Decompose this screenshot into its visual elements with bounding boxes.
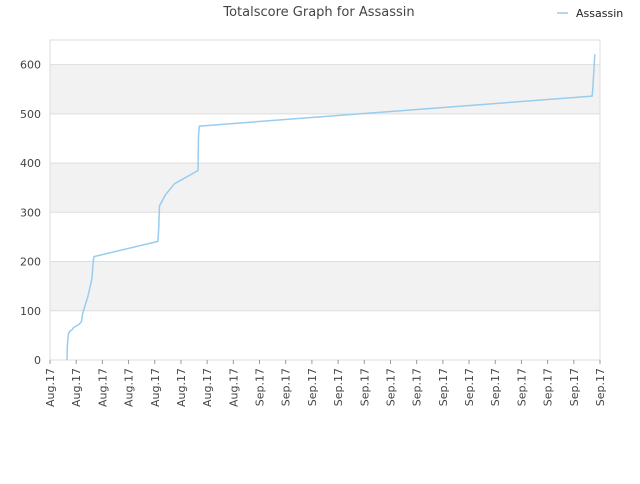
y-tick-label: 500 [20,108,41,121]
x-tick-label: Aug.17 [70,368,83,407]
data-point [203,125,206,127]
x-tick-label: Sep.17 [542,368,555,406]
y-tick-label: 600 [20,59,41,72]
data-point [80,321,83,323]
x-tick-label: Aug.17 [201,368,214,407]
x-tick-label: Sep.17 [489,368,502,406]
x-tick-label: Sep.17 [437,368,450,406]
data-point [93,256,95,258]
x-tick-label: Aug.17 [227,368,240,407]
plot-border [49,39,601,361]
y-tick-label: 300 [20,206,41,219]
x-tick-label: Sep.17 [384,368,397,406]
data-point [67,339,69,341]
chart-title: Totalscore Graph for Assassin [222,5,414,20]
x-tick-label: Sep.17 [463,368,476,406]
grid-band [50,64,600,114]
data-point [69,330,71,333]
x-tick-label: Sep.17 [254,368,267,406]
data-point [594,54,596,56]
x-tick-label: Aug.17 [96,368,109,407]
data-point [173,183,176,185]
data-point [92,260,94,263]
data-point [71,328,73,331]
grid-band [50,163,600,213]
x-tick-label: Sep.17 [568,368,581,406]
legend-label-assassin: Assassin [576,7,623,20]
plot-area: 0 100 200 300 400 500 600 Aug.17 Aug.17 Aug.17 Aug… [20,39,607,407]
data-point [198,125,200,127]
grid-band [50,261,600,311]
y-tick-label: 0 [34,354,41,367]
x-tick-label: Sep.17 [594,368,607,406]
y-tick-label: 400 [20,157,41,170]
x-tick-label: Sep.17 [332,368,345,406]
data-point [66,345,68,347]
data-point [197,135,200,137]
data-point [66,359,68,361]
data-point [91,278,93,280]
x-tick-label: Aug.17 [149,368,162,407]
x-tick-label: Sep.17 [358,368,371,406]
x-tick-label: Sep.17 [306,368,319,406]
data-point [158,205,161,207]
data-point [72,326,75,329]
x-tick-label: Sep.17 [515,368,528,406]
data-point [591,95,593,97]
data-point [87,295,89,297]
data-point [78,323,80,326]
x-tick-label: Aug.17 [175,368,188,407]
x-tick-label: Aug.17 [44,368,57,407]
data-point [157,240,159,242]
y-tick-label: 200 [20,256,41,269]
data-point [82,312,84,314]
data-point [197,169,199,172]
data-point [67,333,69,335]
legend: Assassin [557,7,623,20]
x-tick-label: Aug.17 [123,368,136,407]
data-point [158,227,160,229]
data-point [592,89,594,91]
data-point [164,194,166,196]
x-tick-label: Sep.17 [411,368,424,406]
x-tick-label: Sep.17 [280,368,293,406]
y-tick-label: 100 [20,305,41,318]
